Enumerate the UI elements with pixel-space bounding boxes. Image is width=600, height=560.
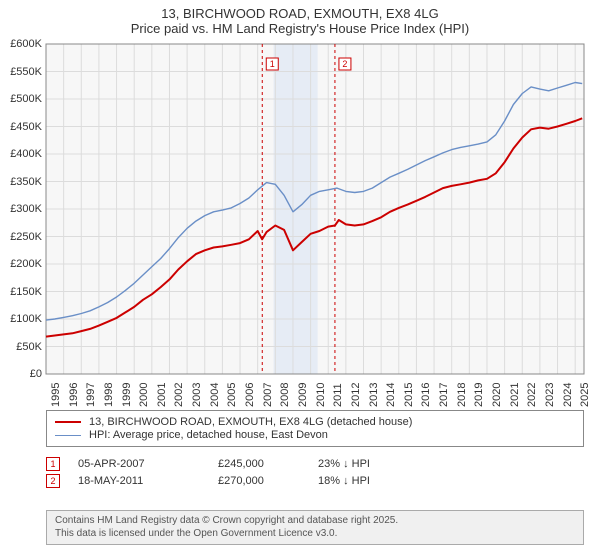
y-tick-label: £600K (2, 38, 42, 50)
title-block: 13, BIRCHWOOD ROAD, EXMOUTH, EX8 4LG Pri… (0, 0, 600, 38)
x-tick-label: 2018 (456, 383, 468, 407)
y-tick-label: £50K (2, 341, 42, 353)
x-tick-label: 2001 (156, 383, 168, 407)
sale-date: 18-MAY-2011 (78, 475, 218, 487)
y-tick-label: £150K (2, 286, 42, 298)
x-tick-label: 2023 (544, 383, 556, 407)
y-tick-label: £350K (2, 176, 42, 188)
y-tick-label: £300K (2, 203, 42, 215)
x-tick-label: 2010 (315, 383, 327, 407)
y-tick-label: £500K (2, 93, 42, 105)
x-tick-label: 2014 (385, 383, 397, 407)
svg-text:1: 1 (270, 59, 275, 69)
x-tick-label: 2004 (209, 383, 221, 407)
x-tick-label: 1998 (103, 383, 115, 407)
legend: 13, BIRCHWOOD ROAD, EXMOUTH, EX8 4LG (de… (46, 410, 584, 447)
x-tick-label: 2008 (279, 383, 291, 407)
sale-marker-2: 2 (46, 474, 60, 488)
footer-line1: Contains HM Land Registry data © Crown c… (55, 515, 575, 528)
y-tick-label: £0 (2, 368, 42, 380)
footer-line2: This data is licensed under the Open Gov… (55, 528, 575, 541)
x-tick-label: 2007 (262, 383, 274, 407)
y-tick-label: £250K (2, 231, 42, 243)
x-tick-label: 2012 (350, 383, 362, 407)
x-tick-label: 2003 (191, 383, 203, 407)
x-tick-label: 2013 (368, 383, 380, 407)
license-footer: Contains HM Land Registry data © Crown c… (46, 510, 584, 545)
sale-date: 05-APR-2007 (78, 458, 218, 470)
x-tick-label: 2021 (509, 383, 521, 407)
legend-item-hpi: HPI: Average price, detached house, East… (55, 429, 575, 441)
x-tick-label: 2005 (226, 383, 238, 407)
x-tick-label: 2015 (403, 383, 415, 407)
legend-label-hpi: HPI: Average price, detached house, East… (89, 429, 328, 441)
x-tick-label: 2016 (420, 383, 432, 407)
x-tick-label: 2019 (473, 383, 485, 407)
x-tick-label: 2024 (562, 383, 574, 407)
y-tick-label: £100K (2, 313, 42, 325)
sale-price: £270,000 (218, 475, 318, 487)
legend-label-price-paid: 13, BIRCHWOOD ROAD, EXMOUTH, EX8 4LG (de… (89, 416, 412, 428)
x-tick-label: 2000 (138, 383, 150, 407)
sale-marker-1: 1 (46, 457, 60, 471)
line-chart: 12 (46, 44, 584, 374)
y-tick-label: £400K (2, 148, 42, 160)
x-tick-label: 1999 (121, 383, 133, 407)
sale-price: £245,000 (218, 458, 318, 470)
legend-swatch-hpi (55, 435, 81, 436)
y-tick-label: £550K (2, 66, 42, 78)
title-subtitle: Price paid vs. HM Land Registry's House … (10, 21, 590, 36)
chart-area: 12 (46, 44, 584, 374)
x-tick-label: 1996 (68, 383, 80, 407)
sale-row: 1 05-APR-2007 £245,000 23% ↓ HPI (46, 457, 584, 471)
x-tick-label: 2011 (332, 383, 344, 407)
x-tick-label: 2006 (244, 383, 256, 407)
x-tick-label: 1995 (50, 383, 62, 407)
x-tick-label: 2017 (438, 383, 450, 407)
y-tick-label: £450K (2, 121, 42, 133)
sale-diff: 18% ↓ HPI (318, 475, 438, 487)
x-tick-label: 2022 (526, 383, 538, 407)
sales-table: 1 05-APR-2007 £245,000 23% ↓ HPI 2 18-MA… (46, 454, 584, 491)
legend-item-price-paid: 13, BIRCHWOOD ROAD, EXMOUTH, EX8 4LG (de… (55, 416, 575, 428)
sale-row: 2 18-MAY-2011 £270,000 18% ↓ HPI (46, 474, 584, 488)
title-address: 13, BIRCHWOOD ROAD, EXMOUTH, EX8 4LG (10, 6, 590, 21)
svg-text:2: 2 (342, 59, 347, 69)
x-tick-label: 2025 (579, 383, 591, 407)
x-tick-label: 1997 (85, 383, 97, 407)
x-tick-label: 2020 (491, 383, 503, 407)
sale-diff: 23% ↓ HPI (318, 458, 438, 470)
figure: 13, BIRCHWOOD ROAD, EXMOUTH, EX8 4LG Pri… (0, 0, 600, 560)
x-tick-label: 2002 (173, 383, 185, 407)
legend-swatch-price-paid (55, 421, 81, 423)
x-tick-label: 2009 (297, 383, 309, 407)
y-tick-label: £200K (2, 258, 42, 270)
